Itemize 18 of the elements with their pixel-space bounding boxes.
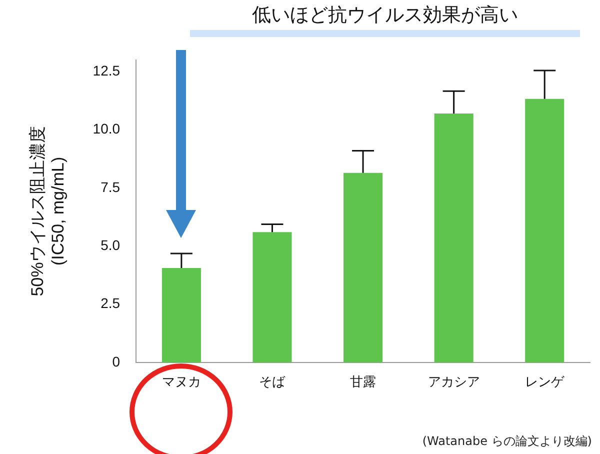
y-tick-label: 7.5 bbox=[100, 178, 120, 195]
y-tick-label: 10.0 bbox=[92, 120, 120, 137]
bar bbox=[344, 172, 383, 362]
text: (Watanabe らの論文より改編) bbox=[422, 433, 592, 450]
y-tick-label: 12.5 bbox=[92, 62, 120, 78]
x-tick-label: レンゲ bbox=[525, 374, 566, 389]
x-tick-label: 甘露 bbox=[350, 374, 376, 389]
y-tick-label: 2.5 bbox=[100, 295, 120, 312]
bar bbox=[252, 232, 292, 362]
x-tick-label: そば bbox=[259, 374, 286, 389]
bar bbox=[525, 98, 564, 362]
chart-title: 低いほど抗ウイルス効果が高い bbox=[251, 3, 519, 28]
x-tick-label: アカシア bbox=[428, 374, 480, 389]
y-tick-label: 5.0 bbox=[100, 236, 120, 253]
y-tick-label: 0 bbox=[112, 353, 120, 370]
x-tick-label: マヌカ bbox=[162, 374, 201, 389]
y-axis-title: 50%ウイルス阻止濃度 (IC50, mg/mL) bbox=[28, 126, 68, 296]
bar bbox=[434, 114, 474, 362]
